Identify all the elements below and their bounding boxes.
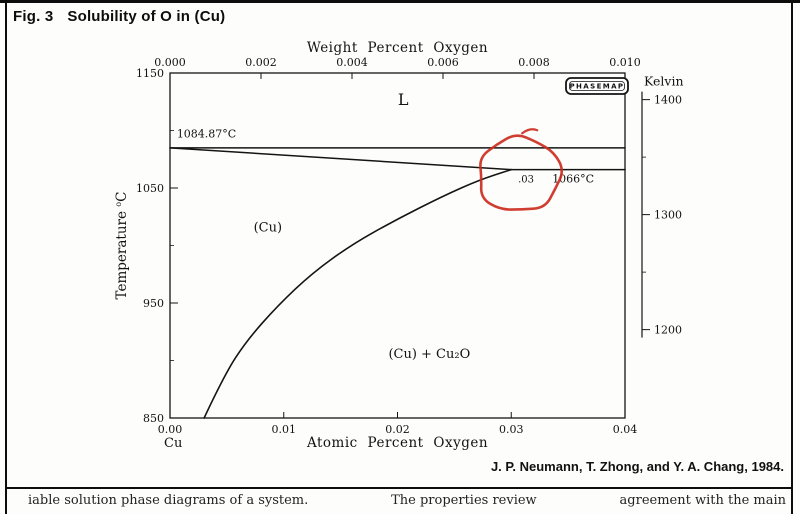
tick-label: 0.006 [427, 56, 459, 69]
x-axis-bottom: 0.00 0.01 0.02 0.03 0.04 Atomic Percent Oxyge… [158, 412, 638, 451]
phasemap-badge: PHASEMAP [565, 77, 629, 95]
tick-label: 1150 [136, 67, 164, 80]
cutoff-fragment: agreement with the main [619, 493, 786, 508]
phase-diagram-chart: 0.000 0.002 0.004 0.006 0.008 0.010 Weight Per… [10, 33, 790, 455]
tick-label: 1300 [654, 209, 682, 222]
eutectic-temperature-label: 1066°C [552, 172, 594, 185]
tick-label: 0.010 [609, 56, 641, 69]
series-liquidus-lower [169, 147, 512, 171]
tick-label: 1200 [654, 324, 682, 337]
kelvin-axis-title: Kelvin [644, 74, 684, 89]
tick-label: 0.01 [272, 423, 297, 436]
eutectic-composition-label: .03 [518, 174, 534, 185]
tick-label: 1400 [654, 94, 682, 107]
red-circle-pen-tail [521, 128, 539, 135]
svg-text:PHASEMAP: PHASEMAP [570, 83, 625, 91]
figure-caption: Fig. 3 Solubility of O in (Cu) [13, 8, 225, 25]
cutoff-fragment: The properties review [391, 493, 537, 508]
tick-label: 0.002 [245, 56, 277, 69]
two-phase-region-label: (Cu) + Cu₂O [388, 347, 470, 362]
figure-label: Fig. 3 [13, 8, 54, 25]
series-solvus-cu [203, 168, 513, 419]
red-circle-annotation [479, 128, 564, 211]
tick-label: 950 [143, 297, 164, 310]
scan-border-right [791, 0, 793, 514]
tick-label: 0.000 [154, 56, 186, 69]
y-axis-left: 1150 1050 950 850 Temperature oC [114, 67, 178, 425]
liquid-region-label: L [398, 90, 409, 109]
origin-element-label: Cu [164, 436, 182, 451]
tick-label: 0.03 [499, 423, 524, 436]
scan-border-top [0, 0, 800, 3]
scan-border-left [5, 0, 7, 514]
attribution: J. P. Neumann, T. Zhong, and Y. A. Chang… [490, 459, 784, 474]
cutoff-fragment: iable solution phase diagrams of a syste… [28, 493, 309, 508]
cu-melting-point-label: 1084.87°C [177, 127, 236, 140]
tick-label: 0.004 [336, 56, 368, 69]
divider [5, 487, 793, 489]
tick-label: 1050 [136, 182, 164, 195]
tick-label: 0.00 [158, 423, 183, 436]
y-axis-title: Temperature oC [114, 192, 130, 300]
tick-label: 0.04 [613, 423, 638, 436]
y-axis-kelvin: 1400 1300 1200 Kelvin [641, 74, 684, 338]
x-axis-top: 0.000 0.002 0.004 0.006 0.008 0.010 Weight Per… [154, 40, 641, 79]
cu-solid-region-label: (Cu) [254, 221, 282, 236]
x-axis-top-title: Weight Percent Oxygen [307, 40, 488, 56]
x-axis-bottom-title: Atomic Percent Oxygen [306, 435, 488, 451]
cutoff-body-text: iable solution phase diagrams of a syste… [28, 493, 786, 513]
tick-label: 0.008 [518, 56, 550, 69]
plot-frame [169, 72, 626, 419]
tick-label: 850 [143, 412, 164, 425]
tick-label: 0.02 [385, 423, 410, 436]
phase-diagram-svg: 0.000 0.002 0.004 0.006 0.008 0.010 Weight Per… [114, 40, 684, 451]
figure-title: Solubility of O in (Cu) [67, 8, 226, 25]
